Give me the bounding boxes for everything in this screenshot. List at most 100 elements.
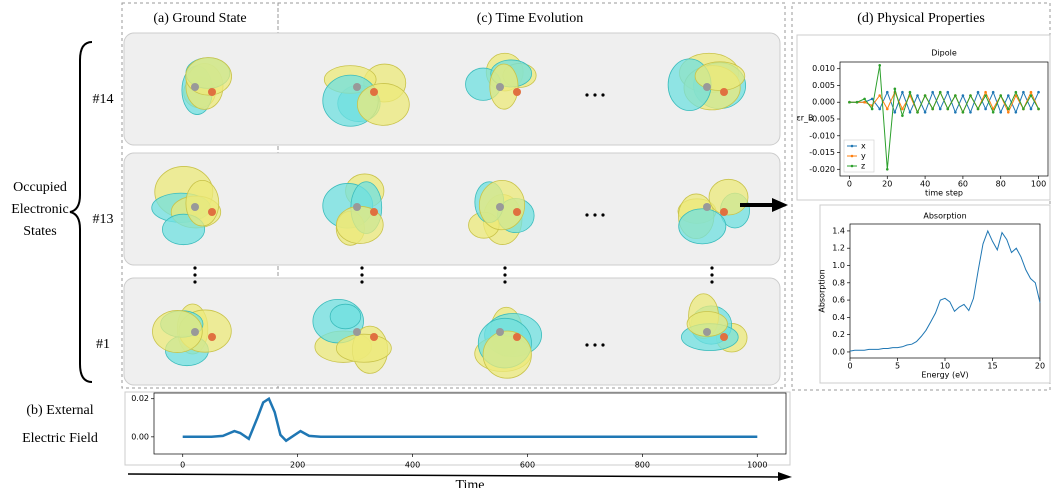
- atom: [720, 208, 728, 216]
- atom: [191, 203, 199, 211]
- orbital-lobe: [709, 179, 748, 215]
- ellipsis-dot: [503, 266, 506, 269]
- point: [992, 111, 995, 114]
- x-tick-label: 10: [940, 362, 950, 371]
- row-label: #13: [93, 212, 114, 227]
- panel-title: (a) Ground State: [153, 11, 246, 26]
- atom: [496, 328, 504, 336]
- y-axis-label: εr_B: [796, 114, 813, 123]
- chart-panel: [820, 205, 1050, 383]
- ellipsis-dot: [593, 213, 596, 216]
- point: [999, 111, 1002, 114]
- ellipsis-dot: [593, 93, 596, 96]
- point: [856, 101, 859, 104]
- point: [984, 91, 987, 94]
- atom: [513, 88, 521, 96]
- point: [909, 111, 912, 114]
- field-label: (b) External: [26, 403, 93, 418]
- y-tick-label: 0.02: [131, 394, 149, 403]
- x-axis-label: time step: [925, 189, 963, 198]
- x-tick-label: 60: [958, 180, 968, 189]
- point: [924, 94, 927, 97]
- orbital-lobe: [330, 304, 361, 329]
- orbital-lobe: [679, 209, 726, 244]
- atom: [513, 208, 521, 216]
- y-tick-label: 0.000: [812, 98, 835, 107]
- atom: [208, 333, 216, 341]
- point: [931, 91, 934, 94]
- x-axis-label: Energy (eV): [921, 371, 968, 380]
- ellipsis-dot: [585, 213, 588, 216]
- y-axis-label: Absorption: [818, 269, 827, 312]
- y-tick-label: 1.4: [832, 226, 845, 235]
- point: [863, 98, 866, 101]
- ellipsis-dot: [360, 273, 363, 276]
- legend-label: z: [861, 162, 865, 171]
- point: [984, 108, 987, 111]
- x-tick-label: 20: [1035, 362, 1045, 371]
- y-tick-label: 0.8: [832, 278, 845, 287]
- point: [1015, 111, 1018, 114]
- point: [886, 108, 889, 111]
- x-tick-label: 800: [635, 461, 650, 470]
- point: [977, 108, 980, 111]
- point: [878, 108, 881, 111]
- x-tick-label: 80: [996, 180, 1006, 189]
- ellipsis-dot: [193, 280, 196, 283]
- atom: [496, 83, 504, 91]
- ellipsis-dot: [360, 266, 363, 269]
- point: [924, 111, 927, 114]
- point: [901, 114, 904, 117]
- point: [1007, 94, 1010, 97]
- x-tick-label: 40: [920, 180, 930, 189]
- point: [1022, 108, 1025, 111]
- point: [894, 111, 897, 114]
- arrow-head: [778, 472, 792, 481]
- y-tick-label: 0.0: [832, 347, 845, 356]
- time-label: Time: [455, 478, 484, 488]
- atom: [370, 333, 378, 341]
- atom: [496, 203, 504, 211]
- x-tick-label: 0: [847, 362, 852, 371]
- point: [931, 108, 934, 111]
- point: [871, 98, 874, 101]
- point: [1022, 91, 1025, 94]
- orbital-lobe: [186, 180, 219, 226]
- chart-title: Absorption: [923, 212, 966, 221]
- y-tick-label: 0.4: [832, 313, 845, 322]
- x-tick-label: 1000: [747, 461, 767, 470]
- point: [894, 88, 897, 91]
- point: [977, 91, 980, 94]
- atom: [370, 208, 378, 216]
- point: [848, 101, 851, 104]
- point: [1030, 108, 1033, 111]
- point: [886, 91, 889, 94]
- y-tick-label: 0.005: [812, 81, 835, 90]
- point: [878, 64, 881, 67]
- atom: [191, 328, 199, 336]
- ellipsis-dot: [601, 93, 604, 96]
- ellipsis-dot: [503, 273, 506, 276]
- page: {"labels": {"ground_state": "(a) Ground …: [0, 0, 1053, 488]
- point: [1037, 108, 1040, 111]
- point: [939, 108, 942, 111]
- x-tick-label: 20: [882, 180, 892, 189]
- point: [871, 108, 874, 111]
- ellipsis-dot: [193, 273, 196, 276]
- legend-marker: [851, 155, 854, 158]
- y-tick-label: 0.2: [832, 330, 845, 339]
- point: [962, 111, 965, 114]
- point: [901, 91, 904, 94]
- figure: (a) Ground State (c) Time Evolution (d) …: [0, 0, 1053, 488]
- x-tick-label: 0: [847, 180, 852, 189]
- y-tick-label: 1.0: [832, 261, 845, 270]
- atom: [191, 83, 199, 91]
- x-tick-label: 600: [520, 461, 535, 470]
- point: [1030, 91, 1033, 94]
- point: [954, 111, 957, 114]
- row-label: #1: [96, 337, 110, 352]
- point: [969, 111, 972, 114]
- y-tick-label: 0.00: [131, 432, 149, 441]
- point: [969, 94, 972, 97]
- y-tick-label: -0.010: [809, 131, 835, 140]
